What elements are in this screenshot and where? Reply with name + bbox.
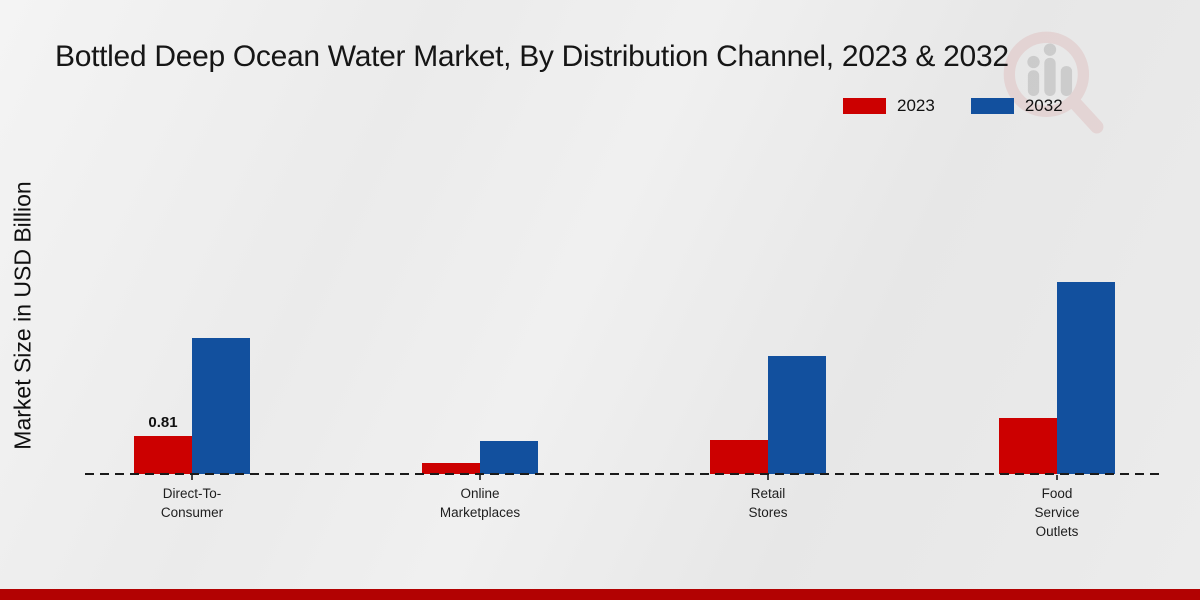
footer-accent-bar [0,589,1200,600]
bar-2023-food-service-outlets [999,418,1057,474]
x-axis-tick [479,475,481,480]
bar-2032-direct-to-consumer [192,338,250,474]
chart-title: Bottled Deep Ocean Water Market, By Dist… [55,40,1009,73]
x-axis-tick [767,475,769,480]
x-axis-baseline [85,473,1165,475]
bar-2023-online-marketplaces [422,463,480,474]
bar-2032-food-service-outlets [1057,282,1115,474]
category-label: Retail Stores [748,486,788,520]
bar-2023-retail-stores [710,440,768,474]
category-label: Online Marketplaces [439,486,521,520]
legend-swatch-2023 [843,98,886,114]
legend-swatch-2032 [970,98,1014,114]
x-axis-tick [191,475,193,480]
category-label: Food Service Outlets [1034,486,1080,539]
legend: 2023 2032 [843,96,1063,116]
x-axis-tick [1056,475,1058,480]
bar-2023-direct-to-consumer [134,436,192,474]
category-label: Direct-To- Consumer [160,486,224,520]
bar-2032-retail-stores [768,356,826,474]
bar-value-label: 0.81 [148,414,178,431]
legend-label-2023: 2023 [897,96,935,115]
y-axis-title-text: Market Size in USD Billion [9,180,36,450]
legend-label-2032: 2032 [1024,96,1063,115]
bar-2032-online-marketplaces [480,441,538,474]
plot-area: Direct-To- Consumer Online Marketplaces Re… [85,0,1165,600]
y-axis-title: Market Size in USD Billion [0,140,46,490]
legend-item-2023: 2023 [843,96,935,116]
legend-item-2032: 2032 [970,96,1063,116]
market-research-future-logo-watermark-icon [1003,31,1104,134]
